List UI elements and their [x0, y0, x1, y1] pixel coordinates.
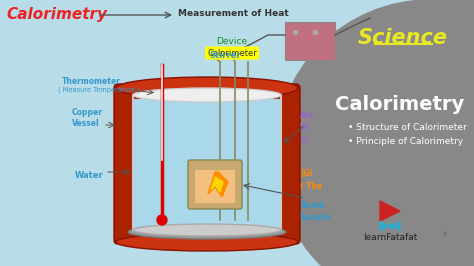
Text: Sample: Sample — [300, 214, 332, 222]
Bar — [285, 22, 335, 60]
Ellipse shape — [128, 225, 286, 239]
Text: Device: Device — [217, 38, 247, 47]
Text: learnFatafat: learnFatafat — [363, 234, 417, 243]
Ellipse shape — [275, 0, 474, 266]
Ellipse shape — [116, 233, 298, 251]
Text: Measurement of Heat: Measurement of Heat — [178, 10, 289, 19]
Polygon shape — [211, 177, 223, 192]
Text: Calorimetry: Calorimetry — [336, 95, 465, 114]
Text: Bomb: Bomb — [300, 201, 325, 210]
FancyBboxPatch shape — [188, 160, 242, 209]
Text: Calorimetry: Calorimetry — [6, 7, 107, 23]
Ellipse shape — [133, 88, 281, 102]
Polygon shape — [380, 201, 400, 221]
FancyBboxPatch shape — [114, 84, 300, 244]
Text: ( Measure Temperature ): ( Measure Temperature ) — [58, 87, 140, 93]
Polygon shape — [208, 172, 228, 197]
Text: Thermometer: Thermometer — [62, 77, 121, 86]
Bar — [195, 170, 235, 203]
Bar — [133, 99, 281, 230]
Polygon shape — [380, 221, 400, 231]
Text: Water: Water — [75, 171, 104, 180]
Text: (Gi
( The: (Gi ( The — [300, 169, 322, 191]
Text: Act
W
H: Act W H — [300, 111, 314, 145]
Text: • Structure of Calorimeter: • Structure of Calorimeter — [348, 123, 467, 132]
Ellipse shape — [133, 224, 281, 236]
Text: Stirrer: Stirrer — [209, 52, 241, 60]
Text: Copper
Vessel: Copper Vessel — [72, 108, 103, 128]
Text: ®: ® — [441, 232, 447, 238]
Ellipse shape — [116, 77, 298, 99]
Circle shape — [157, 215, 167, 225]
Text: Science: Science — [358, 28, 448, 48]
Text: • Principle of Calorimetry: • Principle of Calorimetry — [348, 138, 463, 147]
Text: Calorimeter: Calorimeter — [207, 48, 257, 57]
